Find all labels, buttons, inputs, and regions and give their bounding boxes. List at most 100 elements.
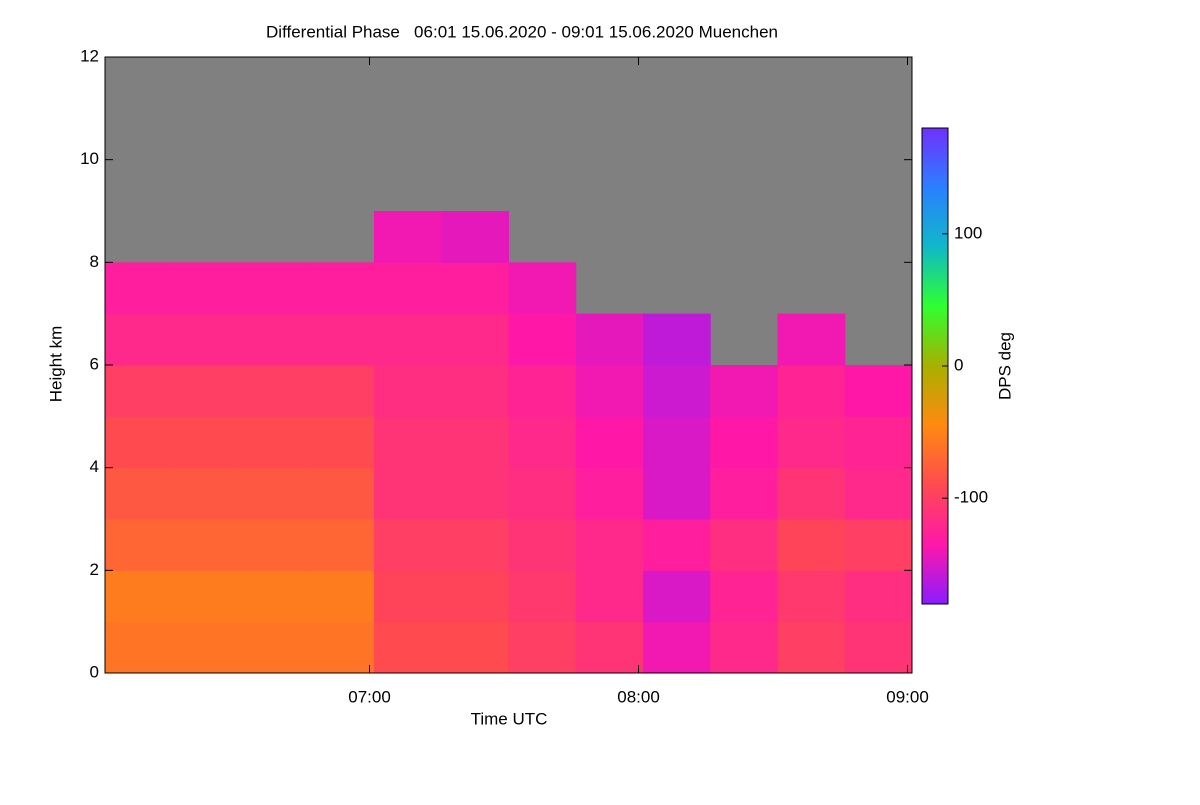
heatmap-cell: [105, 467, 173, 520]
heatmap-cell: [374, 365, 442, 417]
heatmap-cell: [441, 365, 509, 417]
heatmap-cell: [777, 467, 846, 520]
heatmap-cell: [306, 621, 375, 674]
y-axis-label: Height km: [46, 326, 65, 403]
heatmap-cell: [508, 519, 577, 571]
heatmap-cell: [306, 365, 375, 417]
y-tick-label: 6: [90, 354, 99, 373]
heatmap-cell: [643, 519, 711, 571]
heatmap-cell: [575, 365, 644, 417]
heatmap-cell: [441, 313, 509, 366]
heatmap-cell: [777, 621, 846, 674]
heatmap-cell: [508, 416, 577, 469]
y-tick-label: 2: [90, 560, 99, 579]
heatmap-cell: [306, 416, 375, 469]
heatmap-cell: [508, 467, 577, 520]
heatmap-cell: [777, 313, 846, 366]
x-tick-label: 09:00: [886, 687, 929, 706]
heatmap-cell: [172, 467, 240, 520]
heatmap-cell: [643, 365, 711, 417]
y-tick-label: 8: [90, 252, 99, 271]
heatmap-cell: [105, 519, 173, 571]
heatmap-cell: [172, 519, 240, 571]
heatmap-cell: [374, 519, 442, 571]
heatmap-cell: [239, 570, 308, 623]
heatmap-cell: [575, 416, 644, 469]
heatmap-cell: [374, 262, 442, 315]
heatmap-cell: [844, 621, 913, 674]
heatmap-cell: [575, 313, 644, 366]
heatmap-cell: [306, 519, 375, 571]
heatmap-cell: [239, 519, 308, 571]
colorbar-label: DPS deg: [995, 332, 1014, 400]
heatmap-cell: [239, 313, 308, 366]
heatmap-cell: [374, 211, 442, 263]
heatmap-cell: [172, 262, 240, 315]
heatmap-cell: [508, 262, 577, 315]
x-axis-label: Time UTC: [471, 709, 548, 728]
y-tick-label: 4: [90, 457, 99, 476]
heatmap-cell: [710, 621, 778, 674]
x-tick-label: 07:00: [348, 687, 391, 706]
heatmap-cell: [441, 211, 509, 263]
heatmap-cell: [777, 519, 846, 571]
heatmap-cell: [105, 570, 173, 623]
heatmap-cell: [239, 365, 308, 417]
heatmap-cell: [441, 262, 509, 315]
heatmap-cell: [575, 570, 644, 623]
heatmap-cell: [105, 365, 173, 417]
heatmap-cell: [710, 416, 778, 469]
heatmap-cell: [643, 570, 711, 623]
heatmap-cell: [441, 570, 509, 623]
heatmap-cell: [105, 262, 173, 315]
heatmap-cell: [374, 570, 442, 623]
heatmap-cell: [643, 313, 711, 366]
heatmap-cell: [777, 365, 846, 417]
x-tick-label: 08:00: [617, 687, 660, 706]
heatmap-cell: [239, 262, 308, 315]
heatmap-cell: [710, 365, 778, 417]
heatmap-cell: [508, 365, 577, 417]
y-tick-label: 0: [90, 662, 99, 681]
heatmap-cell: [239, 416, 308, 469]
y-tick-label: 10: [80, 149, 99, 168]
heatmap-cell: [172, 365, 240, 417]
y-tick-label: 12: [80, 46, 99, 65]
heatmap-cell: [643, 467, 711, 520]
heatmap-cell: [306, 467, 375, 520]
heatmap-cell: [508, 621, 577, 674]
heatmap-cell: [306, 570, 375, 623]
heatmap-cell: [844, 416, 913, 469]
heatmap-cell: [777, 416, 846, 469]
heatmap-cell: [105, 313, 173, 366]
heatmap-cell: [844, 365, 913, 417]
chart-title: Differential Phase 06:01 15.06.2020 - 09…: [266, 22, 778, 41]
colorbar-tick-label: 0: [954, 355, 963, 374]
heatmap-cell: [441, 621, 509, 674]
heatmap-cell: [374, 621, 442, 674]
heatmap-cell: [441, 467, 509, 520]
heatmap-cell: [710, 519, 778, 571]
heatmap-cell: [172, 621, 240, 674]
heatmap-cell: [306, 262, 375, 315]
heatmap-cell: [643, 416, 711, 469]
heatmap-cell: [710, 570, 778, 623]
heatmap-cell: [374, 416, 442, 469]
heatmap-cell: [172, 313, 240, 366]
heatmap-cell: [575, 621, 644, 674]
heatmap-cell: [643, 621, 711, 674]
heatmap-cell: [441, 519, 509, 571]
heatmap-cell: [105, 621, 173, 674]
heatmap-cell: [105, 416, 173, 469]
heatmap-cell: [777, 570, 846, 623]
colorbar-tick-label: 100: [954, 223, 982, 242]
heatmap-cell: [710, 467, 778, 520]
heatmap-cell: [374, 313, 442, 366]
heatmap-cell: [508, 313, 577, 366]
heatmap-cell: [172, 416, 240, 469]
heatmap-cell: [575, 519, 644, 571]
heatmap-cell: [172, 570, 240, 623]
heatmap-cell: [239, 467, 308, 520]
heatmap-cell: [441, 416, 509, 469]
